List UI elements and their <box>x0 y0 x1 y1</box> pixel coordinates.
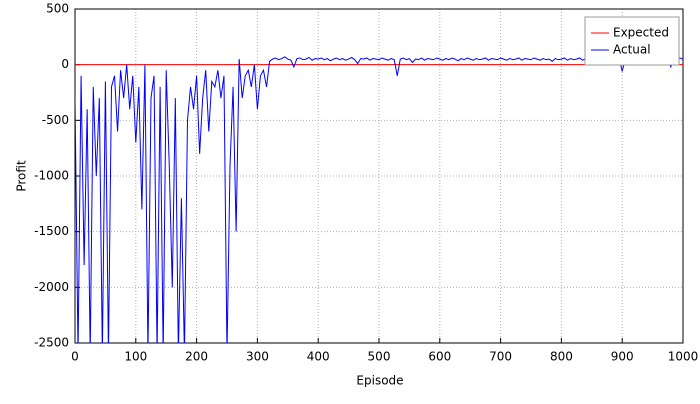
legend-label: Actual <box>613 43 651 57</box>
x-tick-label: 700 <box>489 350 512 364</box>
x-tick-label: 300 <box>246 350 269 364</box>
x-tick-label: 200 <box>185 350 208 364</box>
y-tick-label: -2500 <box>34 336 69 350</box>
legend-box <box>584 16 680 66</box>
y-tick-label: -2000 <box>34 280 69 294</box>
x-tick-label: 500 <box>368 350 391 364</box>
y-tick-label: -500 <box>42 113 69 127</box>
x-tick-label: 1000 <box>668 350 699 364</box>
y-axis-label: Profit <box>15 160 29 192</box>
plot-area <box>75 56 683 343</box>
x-tick-label: 800 <box>550 350 573 364</box>
legend-label: Expected <box>613 26 669 40</box>
y-tick-label: -1000 <box>34 169 69 183</box>
y-tick-label: 500 <box>46 2 69 16</box>
data-line <box>75 56 683 343</box>
x-tick-label: 900 <box>611 350 634 364</box>
x-tick-label: 100 <box>124 350 147 364</box>
x-tick-label: 0 <box>71 350 79 364</box>
y-tick-label: -1500 <box>34 224 69 238</box>
x-tick-label: 400 <box>307 350 330 364</box>
x-axis-label: Episode <box>356 374 403 388</box>
y-tick-label: 0 <box>61 57 69 71</box>
plot-frame <box>74 8 684 344</box>
x-tick-label: 600 <box>428 350 451 364</box>
